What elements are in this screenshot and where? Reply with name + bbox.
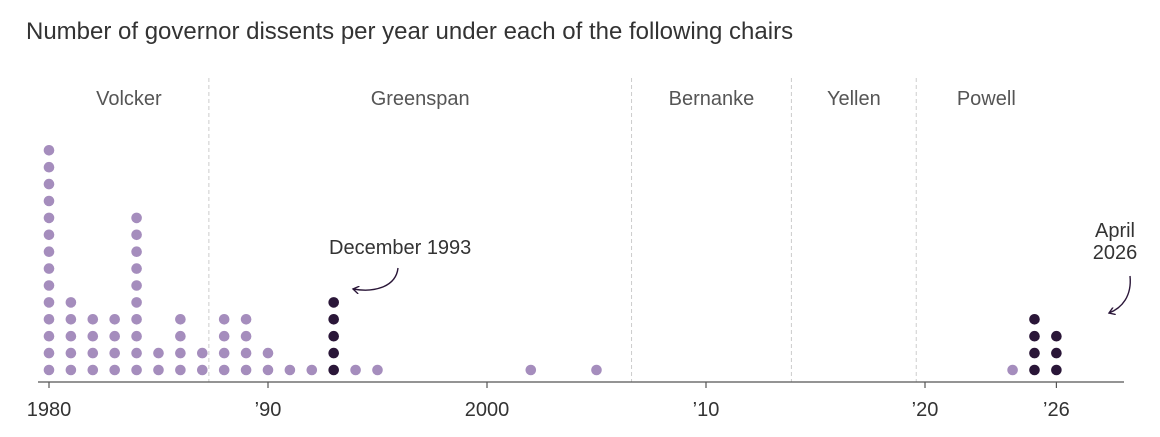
era-label: Yellen — [827, 88, 881, 110]
dissent-dot — [43, 330, 55, 342]
dissent-dot — [43, 263, 55, 274]
dissent-dot — [43, 212, 55, 224]
x-tick-label: ’20 — [912, 399, 939, 421]
dissent-dot — [109, 314, 120, 325]
highlight-dissent-dot — [1029, 330, 1040, 342]
dissent-dot — [109, 347, 120, 359]
dissent-dot — [65, 297, 77, 308]
dissent-dot — [1007, 364, 1018, 376]
dissent-dot — [131, 280, 142, 291]
dissent-dot — [87, 330, 99, 342]
dissent-dot — [131, 297, 142, 308]
dissent-dot — [131, 347, 142, 359]
x-tick-label: ’90 — [255, 399, 282, 421]
dissent-dot — [131, 212, 142, 224]
dissent-dot — [175, 314, 186, 325]
x-tick-label: ’26 — [1043, 399, 1070, 421]
era-label: Volcker — [96, 88, 162, 110]
dissent-dot — [109, 330, 120, 342]
dissent-dot — [43, 297, 55, 308]
annotation-arrow — [1109, 275, 1131, 313]
era-label: Greenspan — [371, 88, 470, 110]
dissent-dot — [262, 364, 274, 376]
dissent-dot — [43, 364, 55, 376]
dissent-dot — [109, 364, 120, 376]
x-tick-label: 1980 — [27, 399, 72, 421]
dissent-dot — [87, 347, 99, 359]
dissent-dot — [218, 314, 230, 325]
dissent-dot — [131, 229, 142, 241]
dissent-dot — [65, 330, 77, 342]
dissent-dot — [131, 263, 142, 274]
annotation-arrow — [353, 267, 399, 290]
dissent-dot — [131, 364, 142, 376]
annotation-april-2026: 2026 — [1093, 242, 1138, 264]
dissent-dot — [65, 347, 77, 359]
dissent-dot — [43, 178, 55, 190]
dissent-dot — [43, 314, 55, 325]
dissent-dot — [240, 364, 252, 376]
dissent-dot — [240, 314, 252, 325]
dissent-dot — [284, 364, 296, 376]
dissent-dot — [197, 347, 208, 359]
highlight-dissent-dot — [1051, 364, 1062, 376]
dissent-dot — [153, 347, 164, 359]
highlight-dissent-dot — [328, 297, 340, 308]
highlight-dissent-dot — [1029, 347, 1040, 359]
dissent-dot — [43, 145, 55, 156]
dissent-dot — [153, 364, 164, 376]
dissent-dot — [131, 246, 142, 257]
dissent-dot — [218, 364, 230, 376]
dissent-dot — [43, 195, 55, 207]
dissent-dot — [372, 364, 383, 376]
highlight-dissent-dot — [1029, 364, 1040, 376]
annotation-april-2026: April — [1095, 220, 1135, 242]
dissent-dot — [43, 280, 55, 291]
dissent-dot — [43, 229, 55, 241]
dissent-dot — [262, 347, 274, 359]
dissent-dot — [175, 330, 186, 342]
dissent-dot — [65, 364, 77, 376]
dissent-dot — [218, 347, 230, 359]
dissent-dot — [591, 364, 602, 376]
dissent-dot — [525, 364, 537, 376]
dissent-dot — [131, 330, 142, 342]
dissent-dot — [306, 364, 318, 376]
dissent-dot — [218, 330, 230, 342]
x-tick-label: ’10 — [693, 399, 720, 421]
dissent-dot — [87, 314, 99, 325]
dissent-dot — [43, 246, 55, 257]
dissent-dot — [350, 364, 361, 376]
dissent-dot — [87, 364, 99, 376]
highlight-dissent-dot — [328, 314, 340, 325]
dissent-dot — [197, 364, 208, 376]
dissent-dot — [43, 347, 55, 359]
highlight-dissent-dot — [1051, 347, 1062, 359]
dissent-dot — [65, 314, 77, 325]
dissent-dot — [240, 347, 252, 359]
x-tick-label: 2000 — [465, 399, 510, 421]
dissent-dot — [43, 161, 55, 173]
dissent-dot — [175, 364, 186, 376]
era-label: Powell — [957, 88, 1016, 110]
dissent-dot — [131, 314, 142, 325]
chart-title: Number of governor dissents per year und… — [26, 18, 794, 45]
annotation-december-1993: December 1993 — [329, 237, 471, 259]
highlight-dissent-dot — [328, 347, 340, 359]
highlight-dissent-dot — [1051, 330, 1062, 342]
highlight-dissent-dot — [1029, 314, 1040, 325]
era-label: Bernanke — [669, 88, 755, 110]
dissent-dot — [175, 347, 186, 359]
highlight-dissent-dot — [328, 364, 340, 376]
dissent-dot — [240, 330, 252, 342]
highlight-dissent-dot — [328, 330, 340, 342]
